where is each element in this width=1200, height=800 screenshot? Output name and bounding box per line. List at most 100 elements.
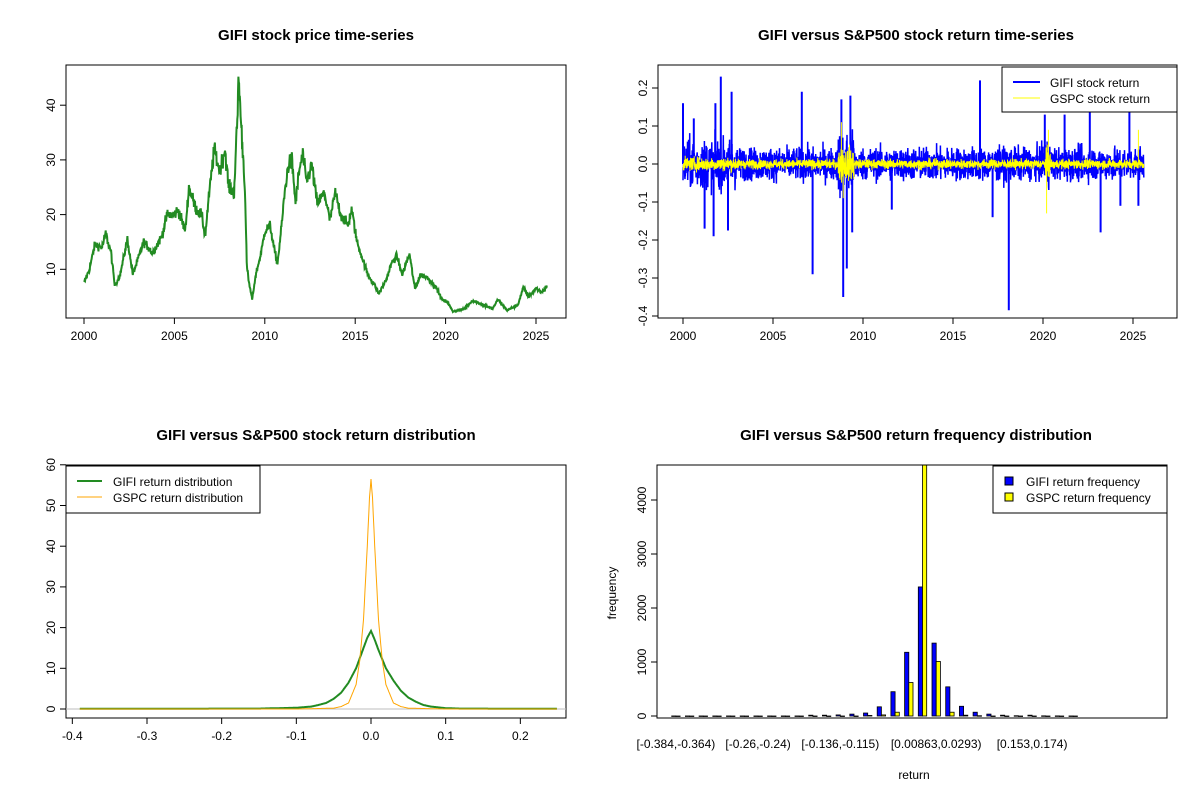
- gspc-frequency-bar: [771, 715, 777, 717]
- returns-legend: GIFI stock return GSPC stock return: [1001, 66, 1178, 113]
- gspc-frequency-bar: [1018, 715, 1024, 717]
- returns-plot: 2000 2005 2010 2015 2020 2025 -0.4 -0.3 -0.2 -0.1…: [636, 64, 1178, 343]
- gspc-frequency-bar: [757, 715, 763, 717]
- gspc-frequency-bar: [716, 715, 722, 717]
- gifi-frequency-bar: [890, 691, 896, 717]
- gifi-frequency-bar: [876, 706, 882, 717]
- gspc-frequency-bar: [839, 715, 845, 717]
- y-tick-label: 60: [44, 458, 58, 472]
- y-tick-label: 0: [44, 705, 58, 712]
- gifi-frequency-bar: [1054, 715, 1060, 717]
- y-tick-label: -0.2: [636, 229, 650, 250]
- gifi-frequency-bar: [931, 642, 937, 717]
- gifi-frequency-bar: [972, 711, 978, 717]
- y-tick-label: 30: [44, 580, 58, 594]
- gspc-density-line: [79, 478, 557, 710]
- gspc-frequency-bar: [867, 715, 873, 717]
- price-plot: 2000 2005 2010 2015 2020 2025 10 20 30 40: [44, 64, 567, 343]
- y-tick-label: 20: [44, 208, 58, 222]
- x-tick-label: 2020: [432, 329, 459, 343]
- y-tick-label: 2000: [635, 594, 649, 621]
- y-tick-label: 40: [44, 98, 58, 112]
- frequency-legend: GIFI return frequency GSPC return freque…: [992, 465, 1168, 514]
- gspc-frequency-bar: [976, 715, 982, 717]
- chart-title-frequency: GIFI versus S&P500 return frequency dist…: [740, 427, 1092, 444]
- gspc-frequency-bar: [853, 715, 859, 717]
- gifi-frequency-bar: [671, 715, 677, 717]
- x-tick-label: 2010: [850, 329, 877, 343]
- legend-swatch-gifi: [1004, 476, 1014, 486]
- x-tick-label: 0.0: [363, 729, 380, 743]
- chart-title-returns: GIFI versus S&P500 stock return time-ser…: [758, 27, 1074, 44]
- gspc-frequency-bar: [922, 462, 928, 717]
- x-tick-label: 2020: [1030, 329, 1057, 343]
- gifi-frequency-bar: [780, 715, 786, 717]
- gspc-frequency-bar: [1031, 715, 1037, 717]
- gspc-frequency-bar: [702, 715, 708, 717]
- gspc-frequency-bar: [963, 714, 969, 717]
- x-tick-label: -0.2: [211, 729, 232, 743]
- legend-box: [992, 465, 1168, 514]
- legend-label-gspc: GSPC stock return: [1050, 92, 1150, 106]
- gifi-frequency-bar: [849, 713, 855, 717]
- legend-label-gspc: GSPC return distribution: [113, 491, 243, 505]
- x-tick-label: 0.2: [512, 729, 529, 743]
- y-tick-label: 1000: [635, 648, 649, 675]
- gifi-frequency-bar: [739, 715, 745, 717]
- plot-frame: [656, 464, 1168, 719]
- y-tick-label: 0: [635, 712, 649, 719]
- gifi-frequency-bar: [685, 715, 691, 717]
- x-tick-label: [-0.26,-0.24): [725, 737, 790, 751]
- gifi-frequency-bar: [726, 715, 732, 717]
- x-tick-label: 2000: [71, 329, 98, 343]
- gspc-frequency-bar: [675, 715, 681, 717]
- gifi-frequency-bar: [808, 714, 814, 717]
- y-axis-label: frequency: [605, 567, 619, 620]
- gspc-frequency-bar: [894, 711, 900, 717]
- gspc-frequency-bar: [990, 715, 996, 717]
- gifi-frequency-bar: [1041, 715, 1047, 717]
- frequency-plot: 0 1000 2000 3000 4000 [-0.384,-0.364) [-0.26,-…: [635, 440, 1168, 751]
- y-tick-label: 0.0: [636, 155, 650, 172]
- gspc-frequency-bar: [881, 714, 887, 717]
- gifi-frequency-bar: [1013, 715, 1019, 717]
- gspc-frequency-bar: [798, 715, 804, 717]
- gifi-frequency-bar: [945, 686, 951, 717]
- y-tick-label: 50: [44, 499, 58, 513]
- y-tick-label: 30: [44, 153, 58, 167]
- gspc-frequency-bar: [1059, 715, 1065, 717]
- gifi-frequency-bar: [822, 714, 828, 717]
- x-tick-label: [-0.384,-0.364): [637, 737, 716, 751]
- gifi-frequency-bar: [794, 715, 800, 717]
- gspc-frequency-bar: [744, 715, 750, 717]
- gifi-density-line: [79, 628, 557, 710]
- y-tick-label: 3000: [635, 540, 649, 567]
- gspc-frequency-bar: [785, 715, 791, 717]
- gifi-frequency-bar: [863, 712, 869, 717]
- x-tick-label: 2010: [251, 329, 278, 343]
- x-tick-label: [0.00863,0.0293): [891, 737, 982, 751]
- x-tick-label: 2005: [161, 329, 188, 343]
- gifi-frequency-bar: [1000, 714, 1006, 717]
- x-tick-label: -0.3: [137, 729, 158, 743]
- gspc-return-line: [682, 144, 1145, 183]
- gspc-frequency-bar: [949, 711, 955, 717]
- gspc-frequency-bar: [689, 715, 695, 717]
- x-tick-label: 2015: [940, 329, 967, 343]
- distribution-plot: -0.4 -0.3 -0.2 -0.1 0.0 0.1 0.2 0 10 20 30 40 50 60: [44, 458, 567, 743]
- distribution-legend: GIFI return distribution GSPC return dis…: [65, 465, 261, 514]
- gifi-frequency-bar: [1027, 714, 1033, 717]
- x-axis-label: return: [898, 768, 929, 782]
- gspc-frequency-bar: [1072, 715, 1078, 717]
- clip-mask: [657, 440, 1167, 465]
- y-tick-label: 40: [44, 539, 58, 553]
- y-tick-label: -0.3: [636, 267, 650, 288]
- gspc-frequency-bar: [812, 715, 818, 717]
- gifi-frequency-bar: [835, 714, 841, 717]
- y-tick-label: 10: [44, 661, 58, 675]
- chart-title-distribution: GIFI versus S&P500 stock return distribu…: [156, 427, 475, 444]
- x-tick-label: 2025: [523, 329, 550, 343]
- y-tick-label: 0.2: [636, 79, 650, 96]
- legend-label-gifi: GIFI stock return: [1050, 76, 1139, 90]
